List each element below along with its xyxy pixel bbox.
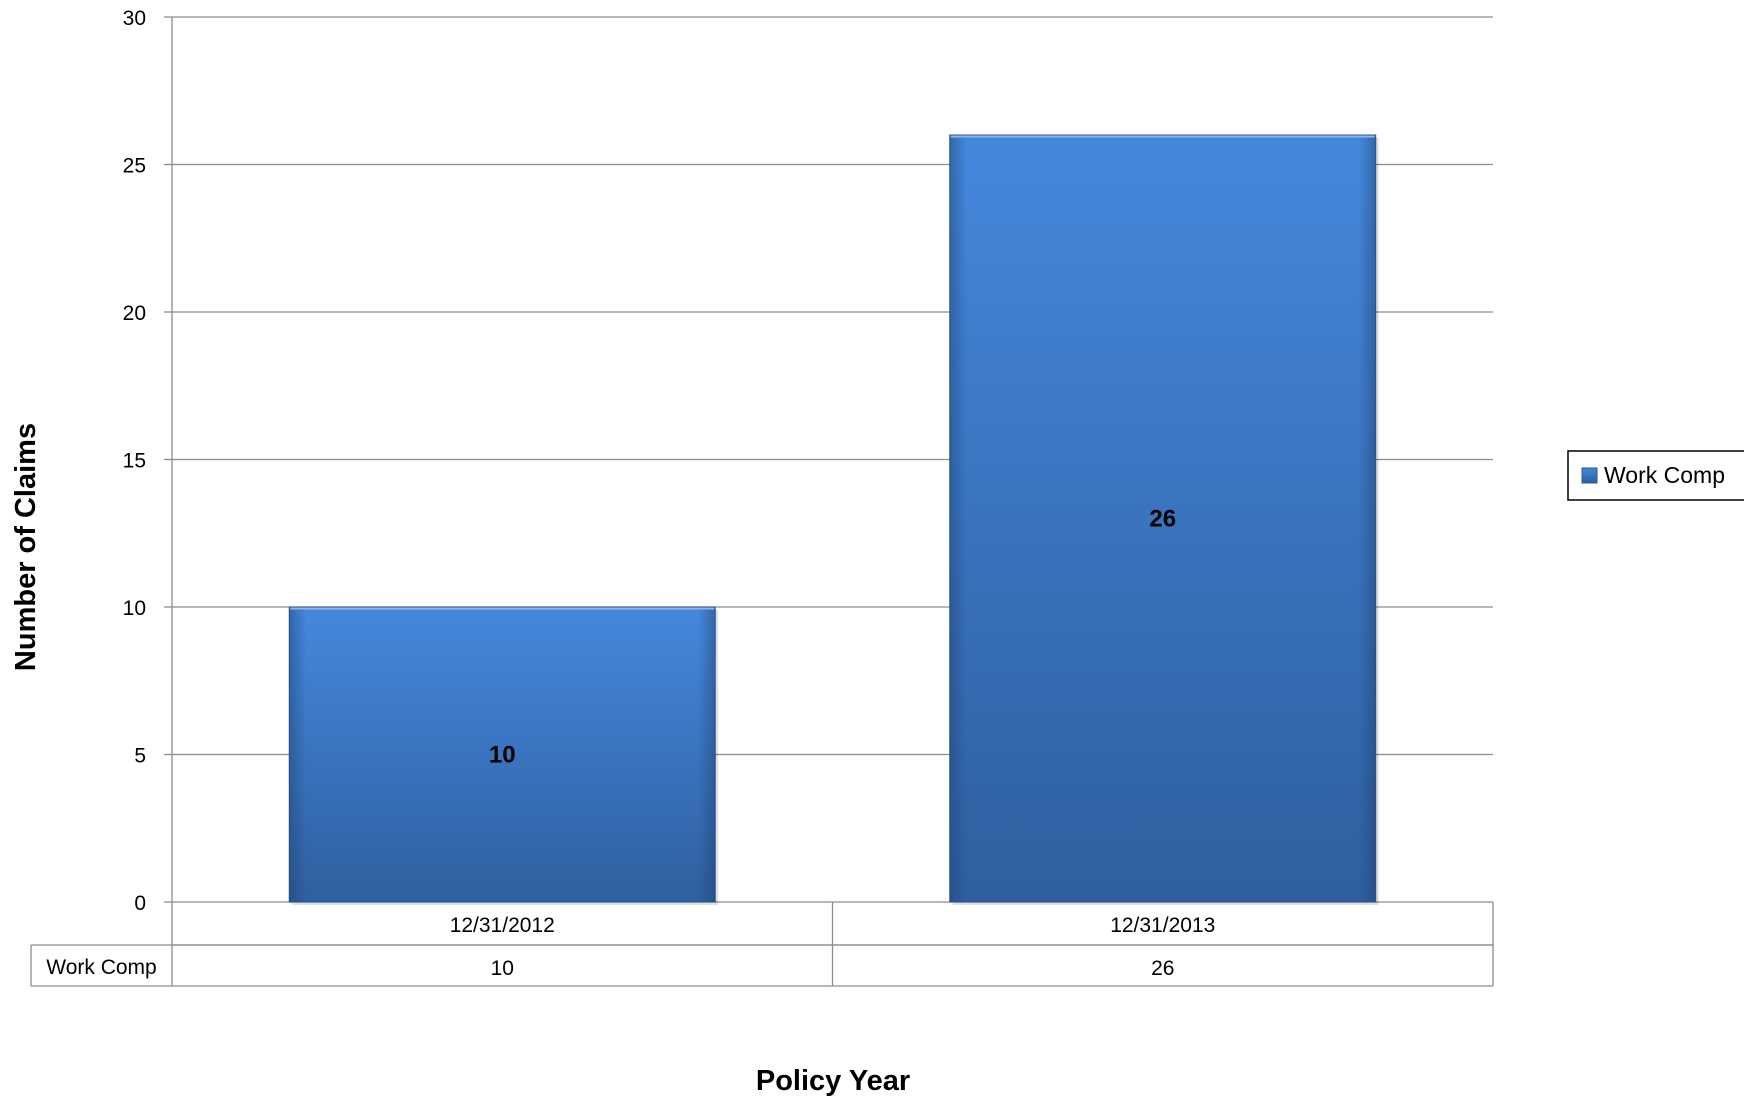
x-axis-title: Policy Year bbox=[756, 1065, 910, 1097]
x-category-label: 12/31/2012 bbox=[450, 914, 555, 937]
legend-label-work-comp: Work Comp bbox=[1604, 462, 1725, 488]
x-category-label: 12/31/2013 bbox=[1110, 914, 1215, 937]
y-tick-label: 30 bbox=[123, 7, 146, 30]
bar-data-label: 26 bbox=[1149, 506, 1176, 533]
legend-swatch bbox=[1581, 467, 1598, 484]
table-value-cell: 26 bbox=[1151, 957, 1174, 980]
y-axis-title: Number of Claims bbox=[10, 423, 42, 671]
y-tick-label: 15 bbox=[123, 450, 146, 473]
legend: Work Comp bbox=[1567, 450, 1744, 501]
bar-data-label: 10 bbox=[489, 742, 516, 769]
y-tick-label: 20 bbox=[123, 302, 146, 325]
y-tick-label: 10 bbox=[123, 597, 146, 620]
table-value-cell: 10 bbox=[491, 957, 514, 980]
y-tick-label: 5 bbox=[134, 745, 146, 768]
y-tick-label: 0 bbox=[134, 892, 146, 915]
y-axis-ticks: 0 5 10 15 20 25 30 bbox=[123, 7, 146, 915]
bars: 10 26 bbox=[288, 134, 1379, 905]
table-row-label: Work Comp bbox=[46, 956, 156, 979]
data-table: 12/31/2012 10 12/31/2013 26 Work Comp bbox=[30, 902, 1494, 987]
y-tick-label: 25 bbox=[123, 155, 146, 178]
bar-bevel bbox=[289, 607, 716, 902]
bar-bevel bbox=[949, 135, 1376, 902]
